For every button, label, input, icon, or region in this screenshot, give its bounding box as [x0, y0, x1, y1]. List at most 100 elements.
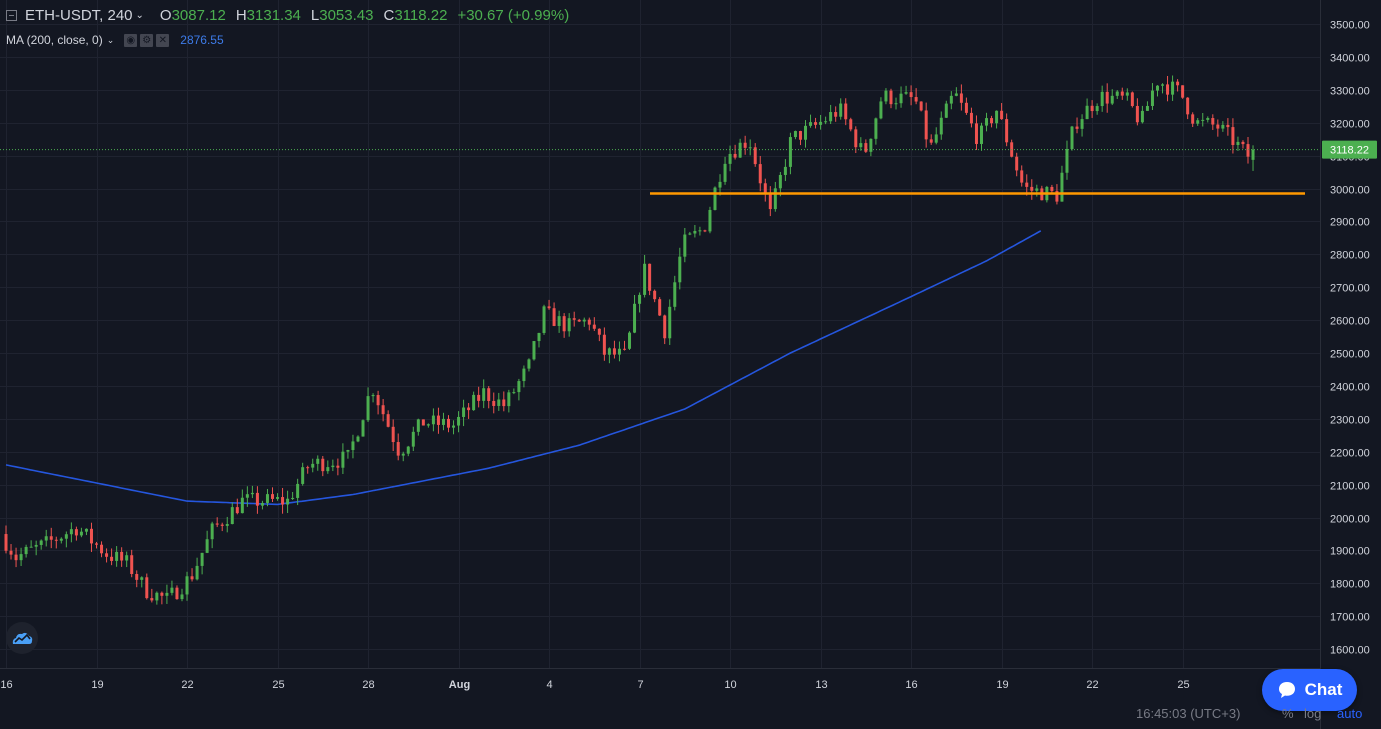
candle-body	[140, 577, 144, 580]
candle-body	[301, 467, 305, 484]
candle-body	[356, 436, 360, 442]
candle-body	[215, 523, 219, 525]
candle-body	[804, 125, 808, 140]
candle-body	[899, 93, 903, 104]
indicator-label[interactable]: MA (200, close, 0)	[6, 33, 103, 47]
candle-body	[376, 395, 380, 406]
candle-body	[1196, 120, 1200, 124]
candle-body	[361, 420, 365, 437]
symbol-name[interactable]: ETH-USDT, 240	[25, 6, 133, 24]
candle-body	[673, 282, 677, 307]
candles-layer	[4, 75, 1255, 605]
candle-body	[758, 164, 762, 184]
candle-body	[864, 143, 868, 152]
candle-body	[1050, 186, 1054, 192]
candle-body	[1070, 126, 1074, 150]
candle-body	[240, 497, 244, 514]
candle-body	[29, 546, 33, 548]
tradingview-cloud-icon	[12, 632, 33, 644]
candle-body	[517, 381, 521, 393]
candle-body	[89, 528, 93, 544]
candle-body	[1025, 182, 1029, 187]
candle-body	[909, 92, 913, 98]
candle-body	[235, 507, 239, 514]
candle-body	[859, 143, 863, 148]
candle-body	[1085, 105, 1089, 120]
candle-body	[949, 95, 953, 104]
legend-collapse-button[interactable]	[6, 9, 17, 21]
candle-body	[59, 538, 63, 541]
candle-body	[130, 555, 134, 574]
candle-body	[648, 263, 652, 291]
price-tick-label: 2100.00	[1330, 481, 1370, 493]
candle-body	[74, 529, 78, 536]
candle-body	[527, 359, 531, 369]
close-icon[interactable]: ✕	[156, 33, 170, 47]
candle-body	[839, 103, 843, 117]
percent-scale-toggle[interactable]: %	[1282, 706, 1294, 721]
chevron-down-icon[interactable]: ⌄	[106, 34, 115, 45]
price-tick-label: 1700.00	[1330, 612, 1370, 624]
candle-body	[587, 319, 591, 325]
ma-200-line	[5, 230, 1042, 506]
candle-body	[663, 315, 667, 339]
candle-body	[763, 183, 767, 194]
candle-body	[84, 528, 88, 532]
price-tick-label: 2200.00	[1330, 448, 1370, 460]
candle-body	[286, 498, 290, 505]
price-tick-label: 2800.00	[1330, 250, 1370, 262]
candle-body	[738, 142, 742, 158]
candle-body	[306, 467, 310, 469]
candle-body	[713, 187, 717, 210]
candle-body	[547, 306, 551, 309]
log-scale-toggle[interactable]: log	[1304, 706, 1322, 721]
symbol-legend: ETH-USDT, 240 ⌄ O 3087.12 H 3131.34 L 30…	[6, 5, 569, 25]
candle-body	[205, 539, 209, 553]
price-tick-label: 2700.00	[1330, 283, 1370, 295]
candle-body	[411, 431, 415, 447]
candle-body	[939, 117, 943, 135]
logo-button[interactable]	[6, 622, 38, 654]
indicator-value: 2876.55	[180, 33, 224, 47]
candle-body	[597, 328, 601, 335]
candle-body	[341, 451, 345, 468]
chat-button[interactable]: Chat	[1262, 669, 1357, 711]
candle-body	[366, 396, 370, 421]
candle-body	[276, 497, 280, 499]
overlay-layer	[0, 149, 1320, 195]
candle-body	[723, 163, 727, 182]
chat-bubble-icon	[1278, 682, 1295, 698]
price-tick-label: 2600.00	[1330, 316, 1370, 328]
last-price-tag: 3118.22	[1322, 140, 1377, 159]
candle-body	[185, 576, 189, 595]
time-tick-label: 16	[0, 679, 12, 691]
candle-body	[748, 147, 752, 149]
candle-body	[265, 494, 269, 503]
candle-body	[250, 492, 254, 495]
time-tick-label: 19	[91, 679, 103, 691]
candle-body	[1246, 144, 1250, 157]
candle-body	[115, 551, 119, 561]
candle-body	[552, 308, 556, 326]
price-tick-label: 2300.00	[1330, 415, 1370, 427]
price-tick-label: 1600.00	[1330, 645, 1370, 657]
candle-body	[577, 319, 581, 322]
chevron-down-icon[interactable]: ⌄	[135, 9, 144, 21]
candle-body	[854, 129, 858, 148]
candle-body	[34, 544, 38, 547]
candle-body	[633, 303, 637, 333]
last-price-tag-label: 3118.22	[1330, 145, 1369, 157]
candle-body	[1150, 90, 1154, 106]
candle-body	[457, 416, 461, 426]
candle-body	[1201, 119, 1205, 121]
auto-scale-toggle[interactable]: auto	[1337, 706, 1363, 721]
candle-body	[557, 316, 561, 326]
candle-body	[487, 388, 491, 401]
eye-icon[interactable]: ◉	[124, 33, 138, 47]
gear-icon[interactable]: ⚙	[140, 33, 154, 47]
candle-body	[326, 467, 330, 472]
candle-body	[421, 419, 425, 426]
time-tick-label: 25	[272, 679, 284, 691]
candle-body	[1221, 124, 1225, 129]
